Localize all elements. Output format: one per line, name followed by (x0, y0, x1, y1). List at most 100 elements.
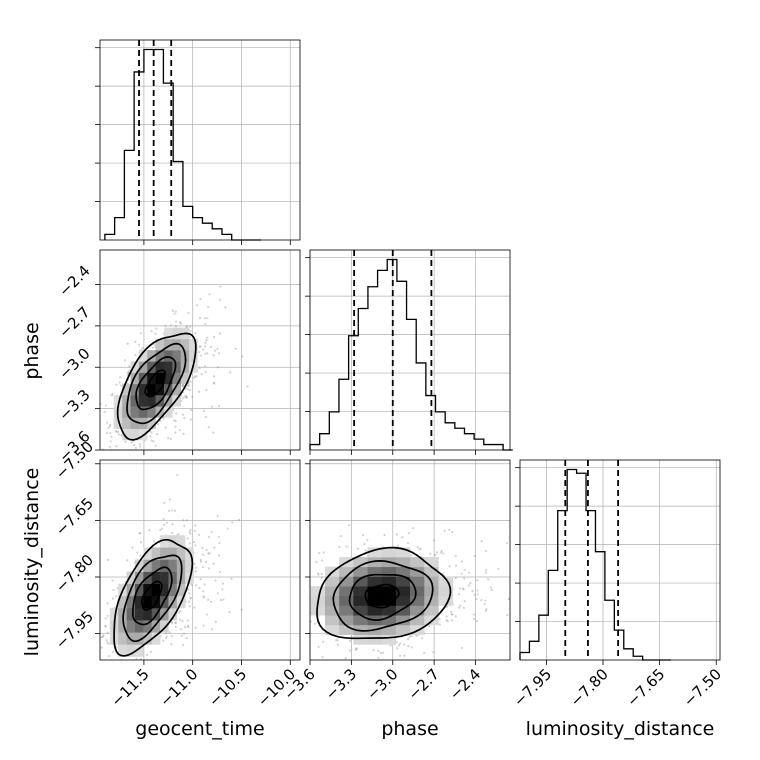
density-cell (410, 595, 425, 606)
density-cell (438, 576, 453, 587)
sample-point (472, 613, 475, 616)
density-cell (410, 615, 425, 626)
density-cell (367, 595, 383, 606)
sample-point (185, 519, 189, 522)
sample-point (184, 625, 187, 629)
y-tick-label: −2.7 (55, 303, 93, 341)
sample-point (192, 376, 195, 379)
sample-point (189, 418, 192, 421)
sample-point (160, 527, 164, 530)
sample-point (224, 306, 227, 309)
sample-point (192, 540, 196, 544)
sample-point (410, 635, 413, 638)
sample-point (194, 331, 197, 335)
sample-point (218, 352, 221, 355)
sample-point (303, 629, 305, 631)
density-cell (126, 632, 136, 645)
sample-point (179, 322, 183, 325)
sample-point (189, 335, 192, 339)
sample-point (173, 419, 176, 422)
density-cell (395, 566, 411, 577)
density-cell (176, 583, 186, 597)
density-cell (151, 559, 161, 572)
density-cell (339, 586, 354, 597)
density-cell (143, 620, 153, 633)
sample-point (115, 451, 117, 453)
sample-point (438, 623, 441, 626)
sample-point (164, 632, 168, 635)
density-cell (151, 632, 161, 645)
density-cell (134, 571, 144, 585)
sample-point (100, 636, 103, 639)
sample-point (490, 586, 493, 589)
sample-point (131, 546, 134, 549)
sample-point (263, 644, 265, 646)
density-cell (367, 634, 383, 645)
sample-point (126, 559, 129, 562)
sample-point (214, 579, 217, 582)
sample-point (175, 412, 178, 415)
contour-line (116, 332, 197, 441)
density-cell (143, 547, 153, 560)
sample-point (101, 635, 105, 638)
sample-point (214, 349, 217, 352)
sample-point (178, 429, 181, 432)
sample-point (199, 345, 202, 348)
sample-point (128, 365, 131, 368)
sample-point (155, 665, 157, 667)
sample-point (174, 425, 177, 428)
joint-density (100, 473, 243, 667)
sample-point (415, 634, 418, 637)
sample-point (189, 532, 192, 535)
sample-point (199, 578, 202, 581)
sample-point (128, 662, 130, 664)
sample-point (210, 530, 213, 534)
sample-point (433, 539, 436, 542)
x-tick-label: −11.5 (107, 665, 152, 710)
sample-point (171, 509, 174, 512)
sample-point (396, 647, 399, 650)
sample-point (448, 565, 451, 568)
sample-point (461, 587, 464, 590)
sample-point (187, 625, 190, 628)
sample-point (297, 581, 299, 583)
sample-point (399, 654, 402, 657)
sample-point (115, 383, 118, 386)
density-cell (147, 361, 156, 373)
sample-point (483, 602, 486, 606)
density-cell (155, 350, 165, 362)
density-cell (367, 576, 383, 587)
density-cell (353, 595, 368, 606)
sample-point (348, 649, 352, 652)
density-cell (353, 557, 368, 568)
sample-point (94, 433, 96, 435)
sample-point (412, 527, 415, 530)
sample-point (410, 646, 413, 649)
sample-point (218, 405, 221, 408)
sample-point (401, 536, 404, 539)
sample-point (241, 355, 244, 358)
sample-point (177, 611, 180, 614)
sample-point (442, 669, 444, 671)
sample-point (171, 621, 174, 625)
sample-point (173, 509, 177, 512)
density-cell (122, 383, 131, 396)
sample-point (140, 332, 143, 335)
x-tick-label: −7.95 (510, 665, 555, 710)
hist-geocent-time-frame (99, 39, 301, 241)
sample-point (194, 524, 197, 527)
sample-point (110, 435, 113, 438)
sample-point (128, 662, 130, 664)
contour-line (131, 566, 173, 626)
sample-point (196, 304, 199, 307)
contour-line (113, 538, 194, 657)
joint-density (94, 285, 249, 453)
density-cell (143, 632, 153, 645)
sample-point (450, 619, 454, 622)
sample-point (181, 397, 184, 400)
x-tick-label: −10.5 (205, 665, 250, 710)
density-cell (324, 615, 340, 626)
sample-point (389, 644, 392, 647)
density-cell (147, 406, 156, 418)
density-cell (160, 571, 169, 585)
